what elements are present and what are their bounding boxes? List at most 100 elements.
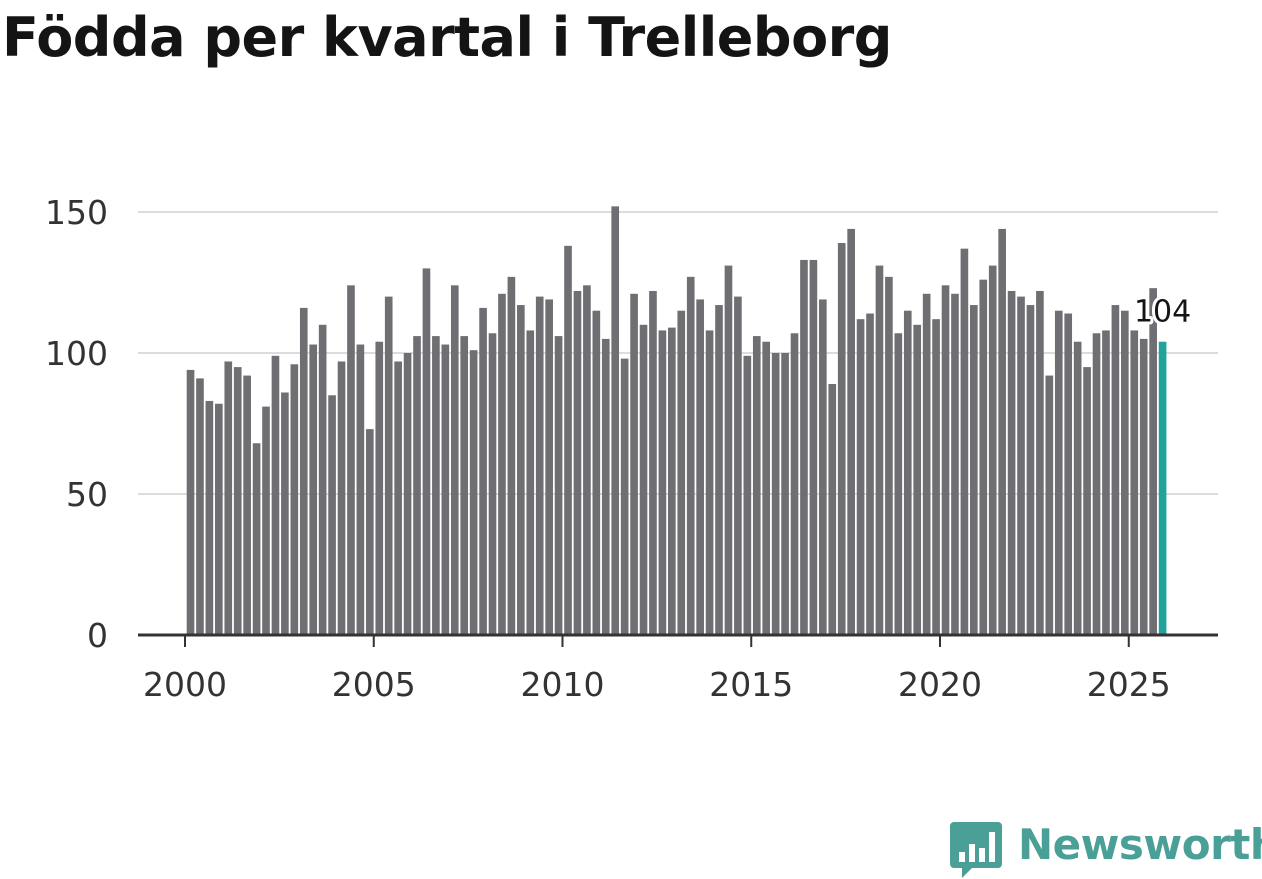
- bar: [271, 355, 280, 635]
- bar: [432, 336, 440, 635]
- bar: [837, 243, 846, 635]
- x-tick-label: 2025: [1087, 665, 1171, 704]
- bar: [601, 338, 610, 635]
- bar: [696, 299, 704, 635]
- bar: [970, 305, 978, 635]
- bar: [545, 299, 553, 635]
- bar: [328, 395, 336, 635]
- bar: [318, 324, 327, 635]
- x-tick-label: 2020: [898, 665, 982, 704]
- bar: [1092, 333, 1101, 635]
- bar: [686, 276, 695, 635]
- bar: [413, 336, 421, 635]
- bar: [1026, 305, 1035, 635]
- bar: [573, 290, 582, 635]
- bar: [224, 361, 233, 635]
- bar: [450, 285, 459, 635]
- bar: [885, 276, 893, 635]
- bar: [1083, 367, 1091, 635]
- bar: [233, 367, 242, 635]
- bar: [894, 333, 903, 635]
- bar: [932, 319, 940, 635]
- bar: [215, 403, 223, 635]
- y-tick-label: 150: [45, 193, 108, 232]
- bar: [630, 293, 638, 635]
- x-tick-label: 2005: [332, 665, 416, 704]
- bar: [809, 259, 818, 635]
- bar: [771, 353, 780, 635]
- bar: [337, 361, 346, 635]
- bar: [752, 336, 761, 635]
- y-tick-label: 0: [87, 616, 108, 655]
- x-tick-label: 2000: [143, 665, 227, 704]
- newsworthy-logo-icon: [950, 822, 1002, 878]
- bar: [875, 265, 884, 635]
- bar: [649, 290, 657, 635]
- bar: [441, 344, 450, 635]
- bar: [1102, 330, 1110, 635]
- bar: [1045, 375, 1054, 635]
- bar: [922, 293, 931, 635]
- bar: [819, 299, 827, 635]
- bar: [564, 245, 572, 635]
- bar: [375, 341, 384, 635]
- bar: [715, 305, 723, 635]
- data-labels: 104: [1131, 292, 1194, 333]
- bar: [677, 310, 686, 635]
- bar: [988, 265, 997, 635]
- bar: [1064, 313, 1073, 635]
- bar: [394, 361, 402, 635]
- bar: [403, 353, 412, 635]
- bar: [913, 324, 922, 635]
- bar: [1017, 296, 1025, 635]
- bar: [611, 206, 620, 636]
- bar: [196, 378, 204, 635]
- bar: [262, 406, 270, 635]
- bar: [828, 384, 837, 635]
- bar: [951, 293, 959, 635]
- bar: [186, 369, 195, 635]
- bars: [186, 206, 1167, 636]
- y-tick-label: 50: [66, 475, 108, 514]
- brand-name: Newsworthy: [1018, 820, 1262, 869]
- bar: [1130, 330, 1139, 635]
- bar: [299, 307, 308, 635]
- bar: [866, 313, 874, 635]
- bar: [498, 293, 506, 635]
- bar: [281, 392, 289, 635]
- bar: [743, 355, 752, 635]
- bar: [800, 259, 808, 635]
- x-tick-label: 2015: [709, 665, 793, 704]
- bar: [790, 333, 799, 635]
- bar: [941, 285, 950, 635]
- bar: [422, 268, 431, 635]
- bar: [1139, 338, 1148, 635]
- bar: [252, 443, 261, 635]
- bar: [903, 310, 912, 635]
- data-label-latest: 104: [1134, 295, 1191, 330]
- bar: [535, 296, 544, 635]
- bar: [734, 296, 742, 635]
- bar: [488, 333, 497, 635]
- bar: [526, 330, 535, 635]
- bar: [205, 400, 214, 635]
- y-tick-label: 100: [45, 334, 108, 373]
- bar: [620, 358, 629, 635]
- bar: [1111, 305, 1120, 635]
- bar: [583, 285, 591, 635]
- bar: [347, 285, 355, 635]
- bar-highlight: [1158, 341, 1167, 635]
- x-tick-label: 2010: [521, 665, 605, 704]
- y-axis-ticks: 0 50 100 150: [45, 193, 108, 655]
- bar: [781, 353, 789, 635]
- bar: [1149, 288, 1157, 635]
- bar: [847, 228, 855, 636]
- bar: [668, 327, 676, 635]
- bar: [517, 305, 525, 635]
- bar: [658, 330, 667, 635]
- bar: [469, 350, 478, 635]
- bar: [856, 319, 865, 635]
- bar: [243, 375, 251, 635]
- bar: [1007, 290, 1016, 635]
